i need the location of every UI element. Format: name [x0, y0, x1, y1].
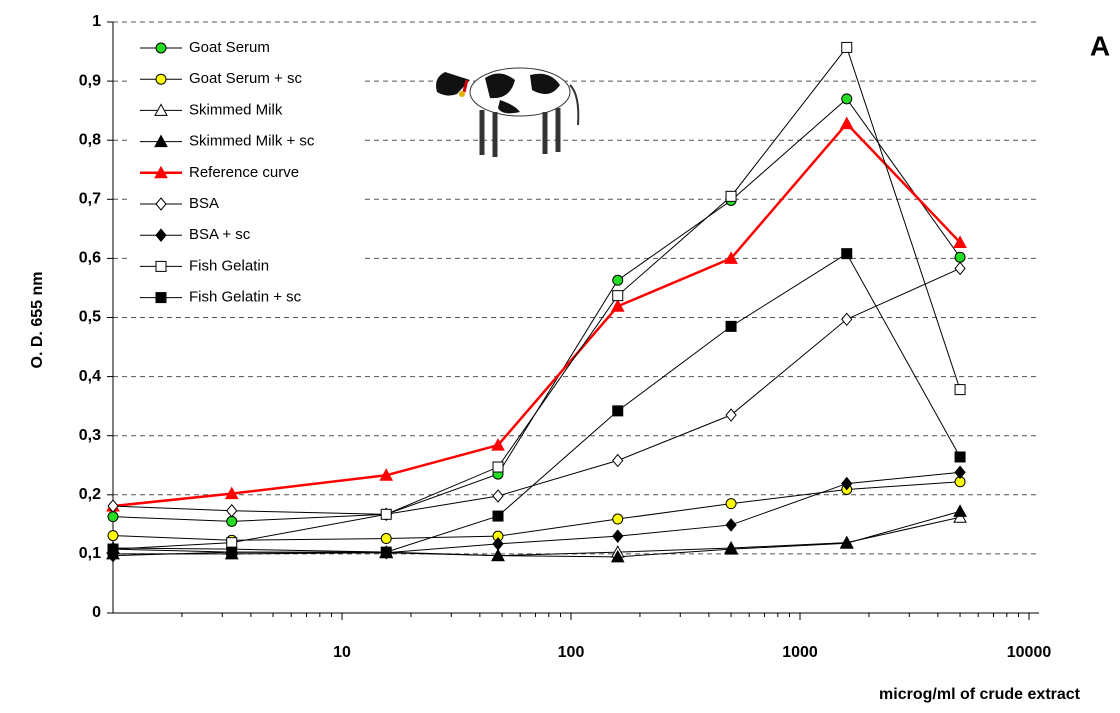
legend-label: Goat Serum + sc	[189, 70, 302, 87]
y-tick-label: 0,9	[79, 72, 101, 89]
marker	[381, 509, 391, 519]
marker	[156, 261, 166, 271]
marker	[613, 406, 623, 416]
marker	[613, 455, 623, 467]
marker	[726, 499, 736, 509]
marker	[841, 118, 853, 129]
marker	[726, 519, 736, 531]
legend-label: Goat Serum	[189, 39, 270, 56]
legend-label: Skimmed Milk + sc	[189, 133, 315, 150]
marker	[955, 466, 965, 478]
marker	[108, 544, 118, 554]
marker	[156, 43, 166, 53]
marker	[842, 42, 852, 52]
x-tick-label: 10	[333, 644, 351, 661]
legend-label: Fish Gelatin + sc	[189, 289, 302, 306]
y-tick-label: 0,5	[79, 309, 101, 326]
legend-label: Skimmed Milk	[189, 101, 283, 118]
marker	[227, 505, 237, 517]
y-tick-label: 0,8	[79, 131, 101, 148]
marker	[726, 409, 736, 421]
series-line	[113, 517, 960, 555]
marker	[156, 74, 166, 84]
marker	[954, 505, 966, 516]
marker	[493, 490, 503, 502]
series-line	[113, 511, 960, 557]
marker	[955, 385, 965, 395]
cow-illustration	[436, 68, 578, 157]
y-tick-label: 0,4	[79, 368, 101, 385]
marker	[227, 547, 237, 557]
legend-label: Fish Gelatin	[189, 257, 269, 274]
y-axis-label: O. D. 655 nm	[29, 272, 46, 369]
legend-label: Reference curve	[189, 164, 299, 181]
y-tick-label: 0,6	[79, 250, 101, 267]
marker	[955, 252, 965, 262]
panel-label: A	[1090, 30, 1110, 61]
chart: Goat Serum Goat Serum + sc Skimmed Milk Ski…	[0, 0, 1120, 713]
y-tick-label: 1	[92, 13, 101, 30]
marker	[613, 275, 623, 285]
marker	[613, 514, 623, 524]
marker	[227, 516, 237, 526]
y-tick-label: 0,7	[79, 191, 101, 208]
x-tick-label: 10000	[1007, 644, 1052, 661]
x-axis-label: microg/ml of crude extract	[879, 686, 1081, 703]
y-tick-label: 0,1	[79, 545, 101, 562]
marker	[955, 452, 965, 462]
marker	[493, 462, 503, 472]
marker	[156, 293, 166, 303]
marker	[842, 94, 852, 104]
marker	[955, 262, 965, 274]
marker	[108, 531, 118, 541]
marker	[381, 534, 391, 544]
x-tick-label: 100	[558, 644, 585, 661]
marker	[108, 512, 118, 522]
y-tick-label: 0	[92, 604, 101, 621]
legend-label: BSA + sc	[189, 226, 251, 243]
marker	[493, 511, 503, 521]
marker	[842, 313, 852, 325]
marker	[227, 538, 237, 548]
y-tick-label: 0,2	[79, 486, 101, 503]
marker	[842, 249, 852, 259]
marker	[726, 191, 736, 201]
marker	[613, 291, 623, 301]
marker	[726, 321, 736, 331]
x-tick-label: 1000	[782, 644, 818, 661]
legend-label: BSA	[189, 195, 219, 212]
marker	[613, 530, 623, 542]
marker	[381, 547, 391, 557]
y-tick-label: 0,3	[79, 427, 101, 444]
